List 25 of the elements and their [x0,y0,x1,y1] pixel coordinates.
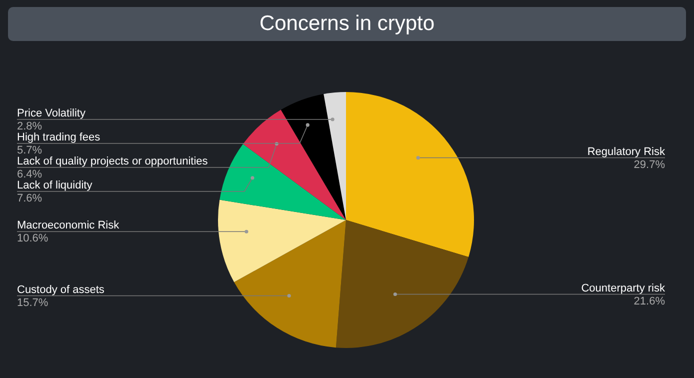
slice-label: High trading fees [17,131,101,144]
slice-label: Lack of liquidity [17,179,93,192]
slice-label: Macroeconomic Risk [17,220,120,232]
slice-label: Custody of assets [17,284,105,296]
data-label: 29.7% [634,158,666,171]
data-label: 6.4% [17,168,42,180]
slice-label: Lack of quality projects or opportunities [17,155,208,168]
data-label: 15.7% [17,296,48,309]
slice-label: Price Volatility [17,107,86,120]
data-label: 5.7% [17,144,42,156]
pie-slice [242,110,346,220]
pie-slice [218,200,346,282]
pie-slice [324,92,346,220]
slice-label: Regulatory Risk [587,146,666,158]
pie-slice [234,220,346,348]
data-label: 10.6% [17,232,48,245]
data-label: 2.8% [17,120,42,132]
data-label: 21.6% [634,295,666,308]
pie-slice [220,144,346,220]
chart-title: Concerns in crypto [8,7,686,41]
pie-slice [346,92,474,258]
slice-label: Counterparty risk [581,282,666,294]
data-label: 7.6% [17,192,42,204]
pie-slice [336,220,469,348]
pie-slice [280,94,346,220]
